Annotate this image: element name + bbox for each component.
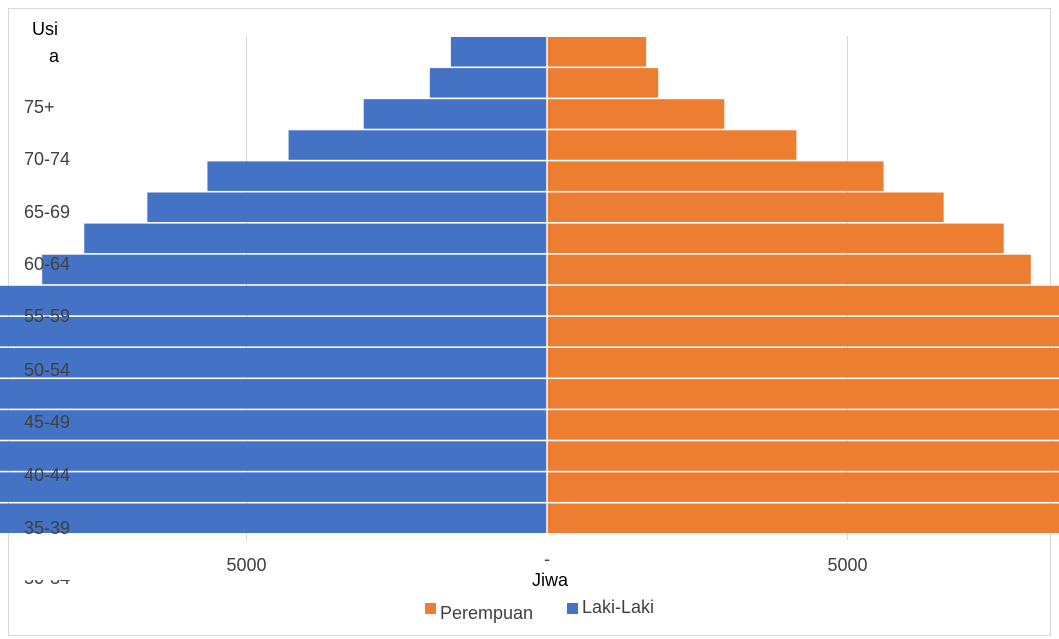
x-tick-label-1: 5000 [226, 555, 266, 575]
bar-perempuan-2 [547, 99, 725, 129]
bar-laki-laki-9 [0, 316, 548, 347]
y-tick-label-5: 50-54 [24, 360, 70, 380]
bar-laki-laki-8 [0, 285, 547, 316]
bar-laki-laki-13 [0, 441, 547, 471]
bar-perempuan-15 [547, 503, 1059, 533]
x-tick-label-2: - [544, 549, 550, 569]
bar-laki-laki-7 [42, 254, 547, 285]
x-tick-labels: 100005000-50001000015000 [226, 549, 867, 575]
y-tick-label-3: 60-64 [24, 254, 70, 274]
bar-perempuan-5 [547, 192, 944, 222]
y-tick-label-4: 55-59 [24, 306, 70, 326]
bar-perempuan-9 [547, 316, 1059, 347]
bar-laki-laki-4 [207, 161, 547, 191]
bar-laki-laki-6 [84, 223, 547, 254]
y-axis-title-line2: a [49, 46, 60, 66]
x-axis-label-band [9, 555, 1050, 580]
bar-perempuan-1 [547, 68, 659, 98]
bar-laki-laki-3 [288, 130, 547, 160]
x-tick-label-3: 5000 [827, 555, 867, 575]
bar-perempuan-8 [547, 285, 1059, 316]
bar-perempuan-13 [547, 441, 1059, 471]
bar-perempuan-14 [547, 472, 1059, 502]
bars [0, 37, 1059, 533]
legend: Perempuan Laki-Laki [425, 597, 654, 623]
legend-label-0: Perempuan [440, 603, 533, 623]
bar-laki-laki-12 [0, 410, 547, 440]
bar-laki-laki-5 [147, 192, 547, 222]
y-tick-label-1: 70-74 [24, 149, 70, 169]
bar-perempuan-11 [547, 379, 1059, 409]
bar-laki-laki-14 [0, 472, 548, 502]
bar-laki-laki-10 [0, 348, 548, 378]
y-tick-label-2: 65-69 [24, 202, 70, 222]
y-tick-label-0: 75+ [24, 97, 55, 117]
legend-swatch-1 [567, 603, 578, 614]
y-tick-label-8: 35-39 [24, 518, 70, 538]
bar-perempuan-4 [547, 161, 884, 191]
bar-laki-laki-2 [363, 99, 547, 129]
bar-laki-laki-1 [429, 68, 547, 98]
bar-perempuan-7 [547, 254, 1031, 285]
legend-label-1: Laki-Laki [582, 597, 654, 617]
bar-laki-laki-15 [0, 503, 548, 533]
bar-perempuan-6 [547, 223, 1004, 254]
bar-perempuan-10 [547, 348, 1059, 378]
x-axis-title: Jiwa [532, 570, 569, 590]
bar-perempuan-12 [547, 410, 1059, 440]
bar-perempuan-0 [547, 37, 647, 67]
y-tick-label-6: 45-49 [24, 412, 70, 432]
bar-laki-laki-11 [0, 379, 547, 409]
bar-perempuan-3 [547, 130, 797, 160]
y-axis-title-line1: Usi [32, 19, 58, 39]
legend-swatch-0 [425, 603, 436, 614]
bar-laki-laki-0 [450, 37, 547, 67]
y-tick-label-7: 40-44 [24, 465, 70, 485]
